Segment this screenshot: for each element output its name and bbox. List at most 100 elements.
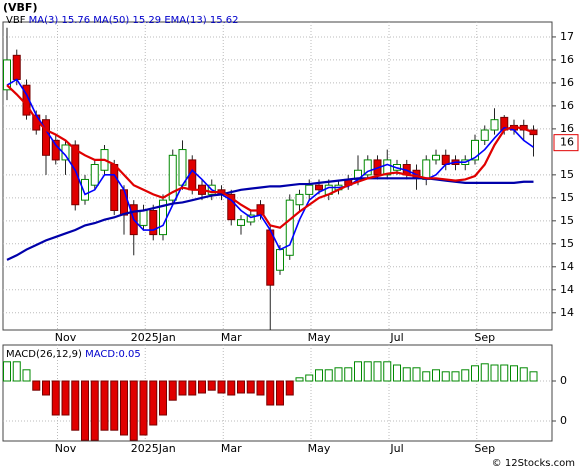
last-price-box [553, 134, 579, 152]
candle-body [246, 214, 255, 223]
candle-body [168, 154, 177, 201]
macd-bar [295, 377, 304, 382]
macd-bar [51, 380, 60, 416]
macd-bar [90, 380, 99, 441]
x-tick-label: 2025Jan [131, 442, 176, 455]
macd-bar [510, 365, 518, 382]
candle-body [81, 178, 89, 201]
macd-bar [129, 380, 138, 441]
macd-bar [120, 380, 128, 436]
x-tick-label: May [308, 331, 331, 344]
candle-body [432, 154, 440, 161]
macd-bar [237, 380, 245, 394]
macd-bar [100, 380, 109, 431]
macd-bar [412, 367, 421, 382]
candle-body [90, 164, 99, 186]
macd-bar [393, 364, 401, 382]
macd-bar [451, 371, 460, 382]
macd-bar [207, 380, 216, 391]
line-series [6, 177, 534, 261]
macd-bar [42, 380, 50, 396]
macd-bar [71, 380, 80, 431]
candle-body [285, 199, 294, 256]
candle-body [383, 159, 392, 176]
macd-bar [168, 380, 177, 401]
macd-bar [305, 374, 314, 382]
macd-bar [61, 380, 70, 416]
macd-bar [402, 367, 411, 382]
candle-body [422, 159, 431, 180]
macd-bar [188, 380, 197, 396]
macd-bar [422, 371, 431, 382]
x-tick-label: Nov [55, 442, 77, 455]
candle-body [120, 189, 128, 216]
x-tick-label: Sep [474, 442, 495, 455]
y-tick-label: 16 [560, 99, 574, 112]
x-tick-label: Mar [221, 442, 242, 455]
price-panel [2, 21, 553, 331]
macd-bar [490, 364, 499, 382]
y-tick-label: 0 [560, 374, 567, 387]
candle-body [178, 149, 187, 186]
macd-bar [354, 361, 362, 382]
macd-bar [529, 371, 538, 382]
macd-bar [3, 361, 11, 382]
macd-bar [344, 367, 353, 382]
x-tick-label: Jul [389, 442, 403, 455]
candle-body [149, 209, 158, 236]
macd-bar [139, 380, 148, 436]
footer: © 12Stocks.com [492, 458, 575, 469]
candle-body [480, 129, 489, 141]
y-tick-label: 15 [560, 237, 574, 250]
plot [3, 27, 538, 330]
x-tick-label: Mar [221, 331, 242, 344]
legend: VBF MA(3) 15.76 MA(50) 15.29 EMA(13) 15.… [6, 15, 238, 26]
macd-bar [81, 380, 89, 441]
macd-bar [519, 367, 528, 382]
macd-bar [12, 361, 21, 382]
macd-panel [2, 344, 553, 442]
candle-body [42, 119, 50, 156]
candle-body [71, 144, 80, 206]
macd-bar [461, 369, 470, 382]
candle-body [110, 164, 119, 211]
macd-bar [373, 361, 382, 382]
macd-bar [441, 371, 450, 382]
candle-body [12, 54, 21, 80]
chart-title: (VBF) [3, 1, 37, 14]
macd-bar [383, 361, 392, 382]
macd-bar [324, 369, 333, 382]
plot [3, 361, 538, 441]
macd-bar [432, 369, 440, 382]
macd-bar [32, 380, 41, 391]
candle-body [305, 184, 314, 195]
last-price-label: 16 [560, 136, 574, 149]
y-tick-label: 17 [560, 30, 574, 43]
candle-body [266, 229, 275, 286]
candle-body [363, 159, 372, 176]
candle-body [139, 209, 148, 226]
macd-bar [363, 361, 372, 382]
legend-value: 15.29 [132, 15, 161, 26]
x-tick-label: May [308, 442, 331, 455]
macd-bar [334, 367, 343, 382]
macd-bar [217, 380, 226, 394]
macd-bar [149, 380, 158, 426]
macd-bar [285, 380, 294, 396]
candle-body [51, 139, 60, 161]
candle-body [276, 249, 284, 271]
y-tick-label: 15 [560, 168, 574, 181]
y-tick-label: 14 [560, 260, 574, 273]
macd-bar [246, 380, 255, 394]
legend-name: MACD(26,12,9) [6, 349, 82, 360]
legend-value: 15.62 [210, 15, 239, 26]
legend-value: 15.76 [61, 15, 90, 26]
y-tick-label: 16 [560, 53, 574, 66]
macd-bar [159, 380, 167, 416]
macd-bar [256, 380, 265, 396]
macd-bar [480, 363, 489, 382]
x-tick-label: Jul [389, 331, 403, 344]
line-series [6, 78, 534, 251]
macd-bar [227, 380, 236, 396]
